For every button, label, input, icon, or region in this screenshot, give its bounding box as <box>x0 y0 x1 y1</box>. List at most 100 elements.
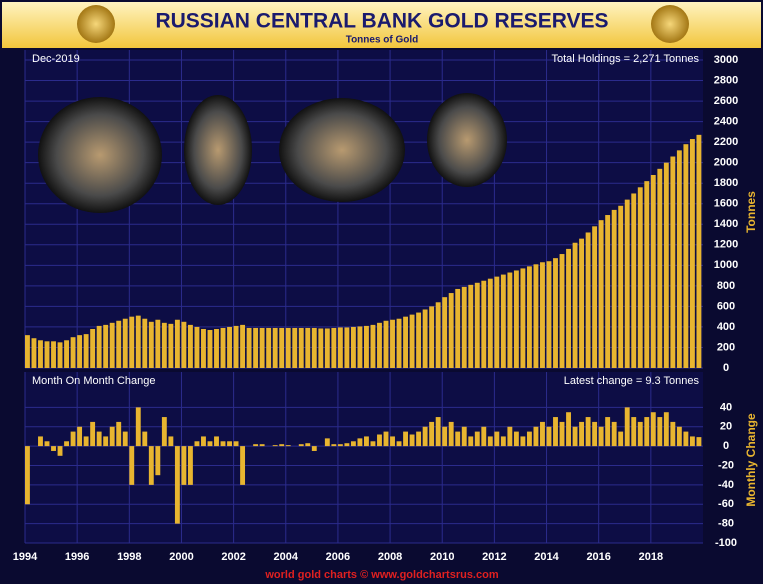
bar <box>663 412 669 447</box>
bar <box>468 284 474 368</box>
bar <box>383 431 389 447</box>
bar <box>403 431 409 447</box>
bar <box>305 443 311 447</box>
bar <box>324 328 330 368</box>
bar <box>696 134 702 368</box>
bar <box>148 321 154 368</box>
y-tick-label: 2800 <box>714 74 738 86</box>
y-tick-label: 3000 <box>714 54 738 66</box>
bar <box>318 328 324 368</box>
bar <box>403 316 409 368</box>
bar <box>676 426 682 447</box>
y-axis-title: Monthly Change <box>744 413 758 507</box>
bar <box>468 436 474 447</box>
bar <box>696 437 702 447</box>
bar <box>533 264 539 368</box>
bar <box>38 436 43 447</box>
bar <box>324 438 330 447</box>
bar <box>155 446 161 476</box>
bar <box>644 417 650 447</box>
y-tick-label: -80 <box>718 518 734 530</box>
bar <box>253 444 259 447</box>
bar <box>109 426 115 447</box>
bar <box>64 340 70 368</box>
y-tick-label: 40 <box>720 401 732 413</box>
bar <box>103 324 109 368</box>
bar <box>44 341 50 368</box>
bar <box>187 446 193 485</box>
bar <box>657 417 663 447</box>
y-axis-title: Tonnes <box>744 191 758 233</box>
x-tick-label: 2010 <box>430 551 454 563</box>
bar <box>38 340 43 368</box>
bar <box>605 417 611 447</box>
bar <box>624 199 630 368</box>
bar <box>618 431 624 447</box>
x-tick-label: 1998 <box>117 551 141 563</box>
bar <box>618 205 624 368</box>
bottom-panel <box>25 372 703 543</box>
bar <box>390 436 395 447</box>
bar <box>337 327 343 368</box>
bar <box>227 326 232 368</box>
bar <box>611 209 617 368</box>
bar <box>116 320 122 368</box>
bar <box>266 327 272 368</box>
y-tick-label: 2000 <box>714 157 738 169</box>
bar <box>96 431 102 447</box>
bar <box>637 187 643 368</box>
bar <box>461 286 467 368</box>
bar <box>546 261 552 368</box>
bar <box>142 431 148 447</box>
bar <box>240 446 246 485</box>
bar <box>51 341 56 368</box>
photo <box>279 98 405 202</box>
y-tick-label: 400 <box>717 321 735 333</box>
bar <box>416 312 422 368</box>
x-tick-label: 2018 <box>639 551 663 563</box>
panel-title: Month On Month Change <box>32 375 156 387</box>
bar <box>357 438 363 447</box>
bar <box>644 181 650 368</box>
y-tick-label: 2600 <box>714 95 738 107</box>
bar <box>129 316 135 368</box>
bar <box>57 446 63 456</box>
bar <box>194 441 200 447</box>
bar <box>448 293 454 368</box>
y-tick-label: 800 <box>717 280 735 292</box>
bar <box>311 327 317 368</box>
bar <box>533 426 539 447</box>
bar <box>370 324 376 368</box>
bar <box>481 426 487 447</box>
bar <box>122 431 128 447</box>
x-tick-label: 2014 <box>534 551 559 563</box>
x-tick-label: 2000 <box>169 551 193 563</box>
x-tick-label: 2004 <box>274 551 299 563</box>
bar <box>44 441 50 447</box>
bar <box>429 306 435 368</box>
bar <box>611 421 617 447</box>
bar <box>51 446 56 451</box>
bar <box>540 262 545 368</box>
bar <box>683 431 689 447</box>
date-label: Dec-2019 <box>32 53 80 65</box>
y-tick-label: 2400 <box>714 116 738 128</box>
bar <box>540 421 545 447</box>
x-tick-label: 2006 <box>326 551 350 563</box>
bar <box>70 431 76 447</box>
bar <box>174 319 180 368</box>
bar <box>344 443 350 447</box>
annotation: Latest change = 9.3 Tonnes <box>564 375 700 387</box>
bar <box>513 431 519 447</box>
bar <box>598 220 604 368</box>
bar <box>344 327 350 368</box>
bar <box>435 302 441 368</box>
bar <box>383 320 389 368</box>
x-tick-label: 2008 <box>378 551 402 563</box>
bar <box>409 434 415 447</box>
bar <box>350 326 356 368</box>
bar <box>494 431 500 447</box>
bar <box>279 327 285 368</box>
bar <box>161 417 167 447</box>
bar <box>429 421 435 447</box>
